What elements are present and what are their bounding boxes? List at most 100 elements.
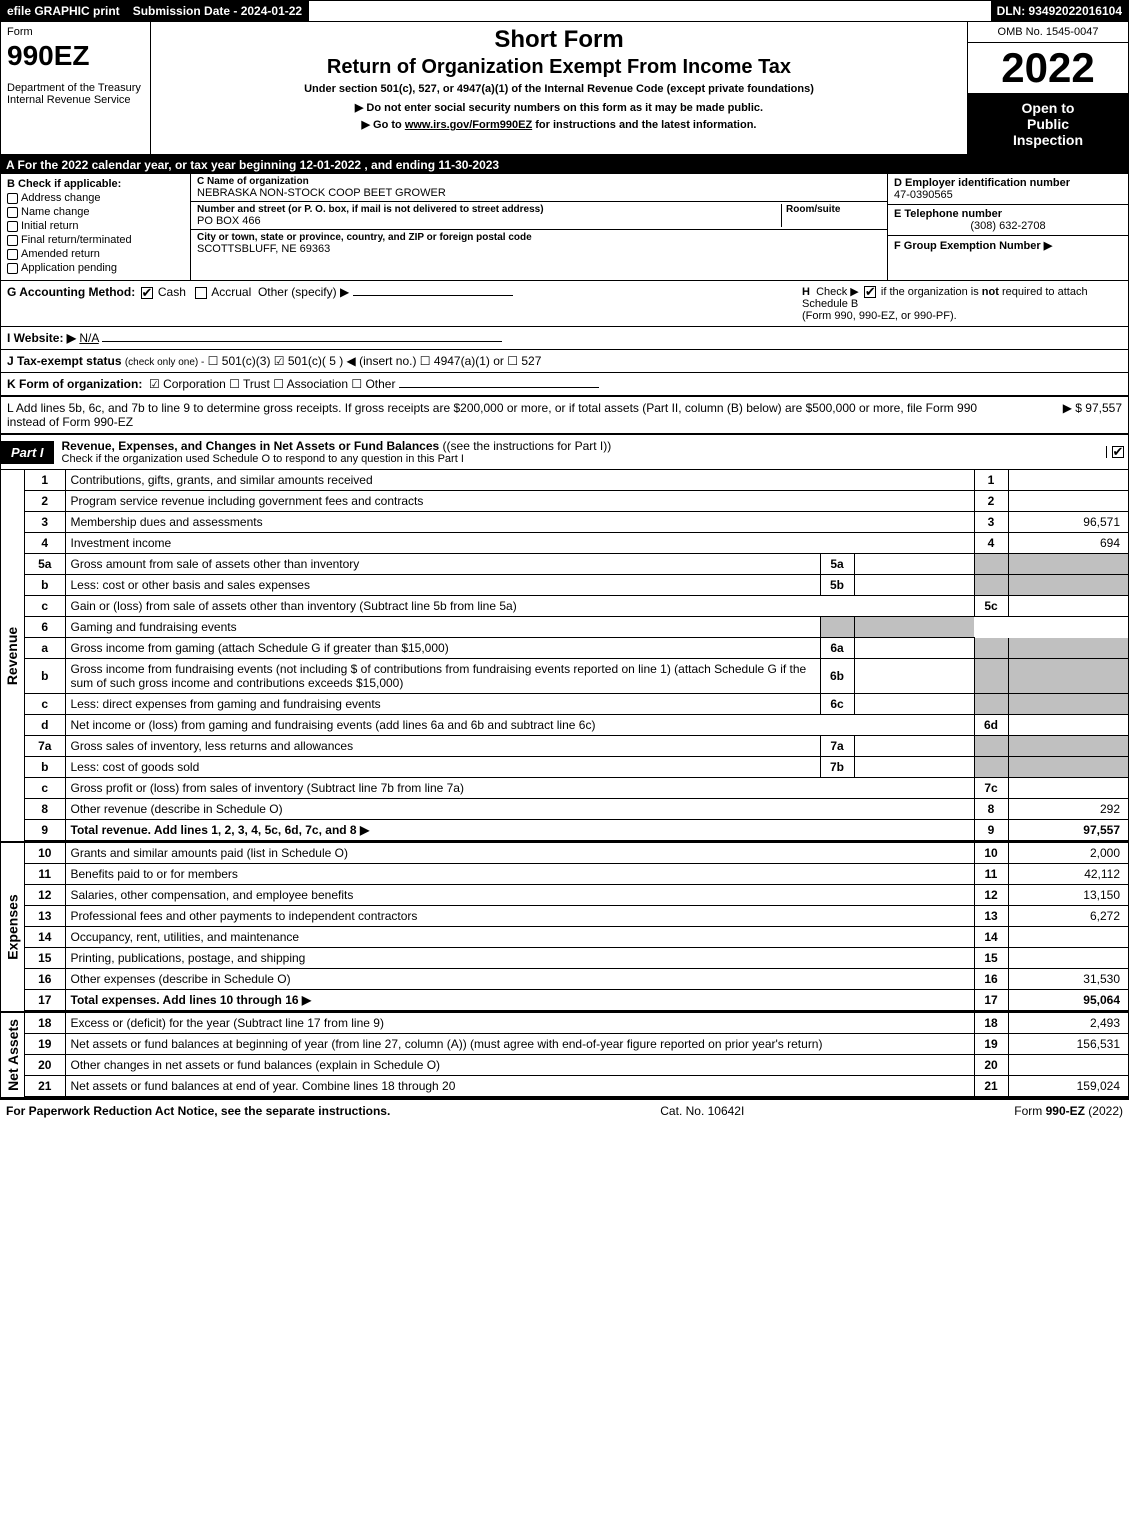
line-ref: 10 <box>974 843 1008 864</box>
header-right: OMB No. 1545-0047 2022 Open to Public In… <box>968 22 1128 154</box>
line-amount <box>1008 575 1128 596</box>
line-row: 2Program service revenue including gover… <box>25 491 1128 512</box>
i-label: I Website: ▶ <box>7 331 76 345</box>
omb-number: OMB No. 1545-0047 <box>968 22 1128 43</box>
line-number: 10 <box>25 843 65 864</box>
chk-amended-return[interactable]: Amended return <box>7 248 184 260</box>
part-1-sub: Check if the organization used Schedule … <box>62 453 1098 465</box>
line-row: 17Total expenses. Add lines 10 through 1… <box>25 990 1128 1011</box>
line-ref <box>974 736 1008 757</box>
line-number: 1 <box>25 470 65 491</box>
website-line <box>102 341 502 342</box>
line-row: 5aGross amount from sale of assets other… <box>25 554 1128 575</box>
inner-line-number: 6c <box>820 694 854 715</box>
row-l: L Add lines 5b, 6c, and 7b to line 9 to … <box>0 397 1129 433</box>
line-ref: 16 <box>974 969 1008 990</box>
line-number: 6 <box>25 617 65 638</box>
line-ref: 6d <box>974 715 1008 736</box>
inner-line-value <box>854 659 974 694</box>
line-number: 12 <box>25 885 65 906</box>
line-desc: Contributions, gifts, grants, and simila… <box>65 470 974 491</box>
chk-initial-return[interactable]: Initial return <box>7 220 184 232</box>
line-number: d <box>25 715 65 736</box>
main-title: Return of Organization Exempt From Incom… <box>159 56 959 79</box>
line-ref: 5c <box>974 596 1008 617</box>
line-desc: Total expenses. Add lines 10 through 16 … <box>65 990 974 1011</box>
column-b: B Check if applicable: Address change Na… <box>1 174 191 280</box>
efile-label[interactable]: efile GRAPHIC print <box>1 1 127 21</box>
k-label: K Form of organization: <box>7 377 142 391</box>
line-amount: 2,493 <box>1008 1013 1128 1034</box>
other-specify-line[interactable] <box>353 295 513 296</box>
line-number: 18 <box>25 1013 65 1034</box>
line-desc: Benefits paid to or for members <box>65 864 974 885</box>
line-number: 17 <box>25 990 65 1011</box>
revenue-table: 1Contributions, gifts, grants, and simil… <box>25 470 1128 841</box>
j-label: J Tax-exempt status <box>7 354 122 368</box>
line-number: 4 <box>25 533 65 554</box>
line-ref-shade <box>820 617 854 638</box>
line-row: 12Salaries, other compensation, and empl… <box>25 885 1128 906</box>
line-desc: Net income or (loss) from gaming and fun… <box>65 715 974 736</box>
form-ref: Form 990-EZ (2022) <box>1014 1104 1123 1118</box>
line-desc: Occupancy, rent, utilities, and maintena… <box>65 927 974 948</box>
part-1-title: Revenue, Expenses, and Changes in Net As… <box>54 435 1106 469</box>
netassets-section: Net Assets 18Excess or (deficit) for the… <box>0 1011 1129 1099</box>
part-1-schedule-o-check[interactable] <box>1106 446 1128 458</box>
dept-treasury: Department of the Treasury <box>7 82 144 94</box>
submission-date: Submission Date - 2024-01-22 <box>127 1 309 21</box>
line-number: 11 <box>25 864 65 885</box>
line-row: aGross income from gaming (attach Schedu… <box>25 638 1128 659</box>
line-amount: 156,531 <box>1008 1034 1128 1055</box>
line-ref: 11 <box>974 864 1008 885</box>
chk-address-change[interactable]: Address change <box>7 192 184 204</box>
chk-accrual[interactable] <box>195 287 207 299</box>
line-row: cLess: direct expenses from gaming and f… <box>25 694 1128 715</box>
row-g-h: G Accounting Method: Cash Accrual Other … <box>0 281 1129 327</box>
irs-link[interactable]: www.irs.gov/Form990EZ <box>405 119 532 131</box>
chk-application-pending[interactable]: Application pending <box>7 262 184 274</box>
inner-line-value <box>854 757 974 778</box>
group-exemption-label: F Group Exemption Number ▶ <box>894 239 1122 252</box>
street-label: Number and street (or P. O. box, if mail… <box>197 204 781 215</box>
line-row: 20Other changes in net assets or fund ba… <box>25 1055 1128 1076</box>
line-number: 15 <box>25 948 65 969</box>
under-section: Under section 501(c), 527, or 4947(a)(1)… <box>159 83 959 95</box>
line-desc: Gross profit or (loss) from sales of inv… <box>65 778 974 799</box>
h-text3: (Form 990, 990-EZ, or 990-PF). <box>802 310 957 322</box>
line-desc: Investment income <box>65 533 974 554</box>
line-desc: Total revenue. Add lines 1, 2, 3, 4, 5c,… <box>65 820 974 841</box>
line-number: 3 <box>25 512 65 533</box>
chk-schedule-b[interactable] <box>864 286 876 298</box>
line-number: c <box>25 778 65 799</box>
chk-final-return[interactable]: Final return/terminated <box>7 234 184 246</box>
chk-cash[interactable] <box>141 287 153 299</box>
line-desc: Gaming and fundraising events <box>65 617 820 638</box>
accounting-method: G Accounting Method: Cash Accrual Other … <box>7 285 513 299</box>
netassets-table: 18Excess or (deficit) for the year (Subt… <box>25 1013 1128 1097</box>
line-amount: 13,150 <box>1008 885 1128 906</box>
line-number: 20 <box>25 1055 65 1076</box>
inner-line-value <box>854 694 974 715</box>
line-desc: Gain or (loss) from sale of assets other… <box>65 596 974 617</box>
line-number: 8 <box>25 799 65 820</box>
line-amount: 97,557 <box>1008 820 1128 841</box>
line-ref: 17 <box>974 990 1008 1011</box>
line-number: b <box>25 659 65 694</box>
line-amount <box>1008 491 1128 512</box>
line-row: 14Occupancy, rent, utilities, and mainte… <box>25 927 1128 948</box>
line-number: a <box>25 638 65 659</box>
inner-line-value <box>854 736 974 757</box>
line-amount <box>1008 554 1128 575</box>
inspect-line1: Open to <box>972 100 1124 116</box>
line-row: bLess: cost or other basis and sales exp… <box>25 575 1128 596</box>
chk-name-change[interactable]: Name change <box>7 206 184 218</box>
line-ref: 12 <box>974 885 1008 906</box>
line-ref: 1 <box>974 470 1008 491</box>
street-row: Number and street (or P. O. box, if mail… <box>191 202 887 230</box>
line-amount: 694 <box>1008 533 1128 554</box>
column-c: C Name of organization NEBRASKA NON-STOC… <box>191 174 888 280</box>
column-d: D Employer identification number 47-0390… <box>888 174 1128 280</box>
tel-row: E Telephone number (308) 632-2708 <box>888 205 1128 236</box>
line-desc: Other expenses (describe in Schedule O) <box>65 969 974 990</box>
